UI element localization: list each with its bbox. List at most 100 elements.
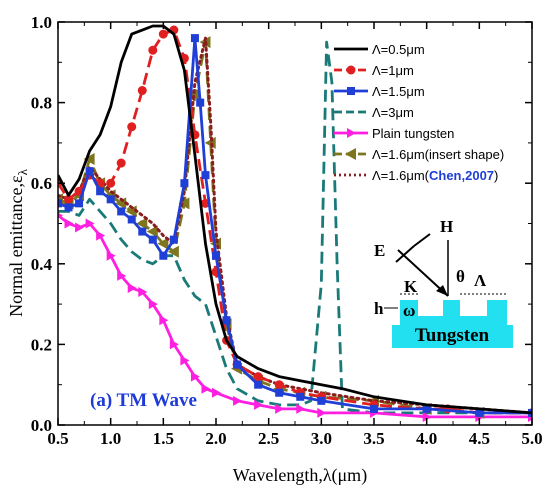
data-point xyxy=(233,360,242,369)
data-point xyxy=(127,282,137,293)
data-point xyxy=(83,153,95,166)
legend-label: Λ=1.5μm xyxy=(372,84,425,99)
data-point xyxy=(212,387,221,398)
h-label: H xyxy=(440,217,453,236)
legend-marker xyxy=(346,65,356,75)
x-tick-label: 2.0 xyxy=(205,429,226,448)
legend-item: Λ=0.5μm xyxy=(334,42,425,57)
legend-label: Λ=1.6μm(Chen,2007) xyxy=(372,168,498,183)
legend: Λ=0.5μm Λ=1μm Λ=1.5μm Λ=3μm Plain tungsten Λ=… xyxy=(334,42,504,183)
data-point xyxy=(58,212,63,219)
data-point xyxy=(275,403,285,414)
data-point xyxy=(178,197,190,210)
data-point xyxy=(296,392,305,401)
legend-label-suffix: ) xyxy=(494,168,498,183)
data-point xyxy=(157,237,169,250)
y-tick-label: 0.0 xyxy=(31,416,52,435)
data-point xyxy=(190,371,200,382)
data-point xyxy=(85,167,94,176)
e-label: E xyxy=(374,241,385,260)
y-tick-label: 0.8 xyxy=(31,94,52,113)
x-tick-label: 3.0 xyxy=(311,429,332,448)
x-tick-label: 2.5 xyxy=(258,429,279,448)
series-0 xyxy=(58,24,532,415)
legend-item: Λ=3μm xyxy=(334,105,414,120)
legend-label: Λ=1.6μm(insert shape) xyxy=(372,147,504,162)
data-point xyxy=(85,218,95,229)
data-point xyxy=(137,86,147,96)
data-point xyxy=(148,299,158,310)
series-line xyxy=(58,24,532,415)
data-point xyxy=(75,222,85,233)
y-tick-label: 0.6 xyxy=(31,174,52,193)
y-axis-title-sub: λ xyxy=(15,168,30,175)
x-tick-label: 5.0 xyxy=(521,429,542,448)
data-point xyxy=(117,207,126,216)
tungsten-grating-shape xyxy=(392,300,513,348)
series-6 xyxy=(58,36,532,415)
legend-label: Λ=1μm xyxy=(372,63,414,78)
data-point xyxy=(148,235,157,244)
y-axis-title: Normal emittance,ελ xyxy=(6,168,30,317)
data-point xyxy=(64,203,73,212)
data-point xyxy=(222,316,231,325)
data-point xyxy=(127,215,136,224)
data-point xyxy=(136,217,148,230)
data-point xyxy=(275,388,284,397)
legend-item: Plain tungsten xyxy=(334,126,454,141)
data-point xyxy=(317,407,327,418)
legend-label: Plain tungsten xyxy=(372,126,454,141)
x-tick-label: 1.5 xyxy=(153,429,174,448)
data-point xyxy=(190,34,199,43)
data-point xyxy=(96,230,106,241)
data-point xyxy=(254,380,263,389)
data-point xyxy=(253,372,263,382)
svg-text:Normal emittance,ελ: Normal emittance,ελ xyxy=(6,168,30,317)
x-tick-label: 1.0 xyxy=(100,429,121,448)
y-axis-title-main: Normal emittance,ε xyxy=(6,175,26,317)
y-tick-label: 0.4 xyxy=(31,255,53,274)
data-point xyxy=(475,408,484,417)
data-point xyxy=(158,29,168,39)
data-point xyxy=(106,178,116,188)
data-point xyxy=(180,355,190,366)
x-tick-label: 0.5 xyxy=(47,429,68,448)
legend-marker xyxy=(345,148,356,160)
data-point xyxy=(116,158,126,168)
data-point xyxy=(169,339,179,350)
data-point xyxy=(117,270,127,281)
data-point xyxy=(196,98,205,107)
data-point xyxy=(148,45,158,55)
omega-label: ω xyxy=(403,301,415,320)
plot-frame xyxy=(57,21,533,426)
data-point xyxy=(159,315,169,326)
data-point xyxy=(188,88,200,101)
y-tick-label: 1.0 xyxy=(31,13,52,32)
data-point xyxy=(64,194,74,204)
x-tick-label: 4.5 xyxy=(469,429,490,448)
data-point xyxy=(96,187,105,196)
series-5 xyxy=(58,36,532,419)
legend-citation: Chen,2007 xyxy=(429,168,494,183)
legend-marker xyxy=(347,87,355,95)
tungsten-label: Tungsten xyxy=(415,325,490,346)
x-tick-label: 3.5 xyxy=(363,429,384,448)
data-point xyxy=(370,404,378,413)
data-point xyxy=(125,205,137,218)
panel-label: (a) TM Wave xyxy=(90,390,197,411)
data-point xyxy=(274,380,284,390)
e-field-arrow xyxy=(395,245,415,263)
theta-label: θ xyxy=(456,267,465,286)
x-tick-label: 4.0 xyxy=(416,429,437,448)
series-line xyxy=(58,40,532,415)
data-point xyxy=(106,250,116,261)
legend-item: Λ=1.5μm xyxy=(334,84,425,99)
series-2 xyxy=(58,34,532,417)
data-point xyxy=(233,395,243,406)
legend-label: Λ=0.5μm xyxy=(372,42,425,57)
y-tick-label: 0.2 xyxy=(31,335,52,354)
data-point xyxy=(169,235,178,244)
series-layer xyxy=(58,24,532,422)
h-depth-label: h xyxy=(374,299,384,318)
